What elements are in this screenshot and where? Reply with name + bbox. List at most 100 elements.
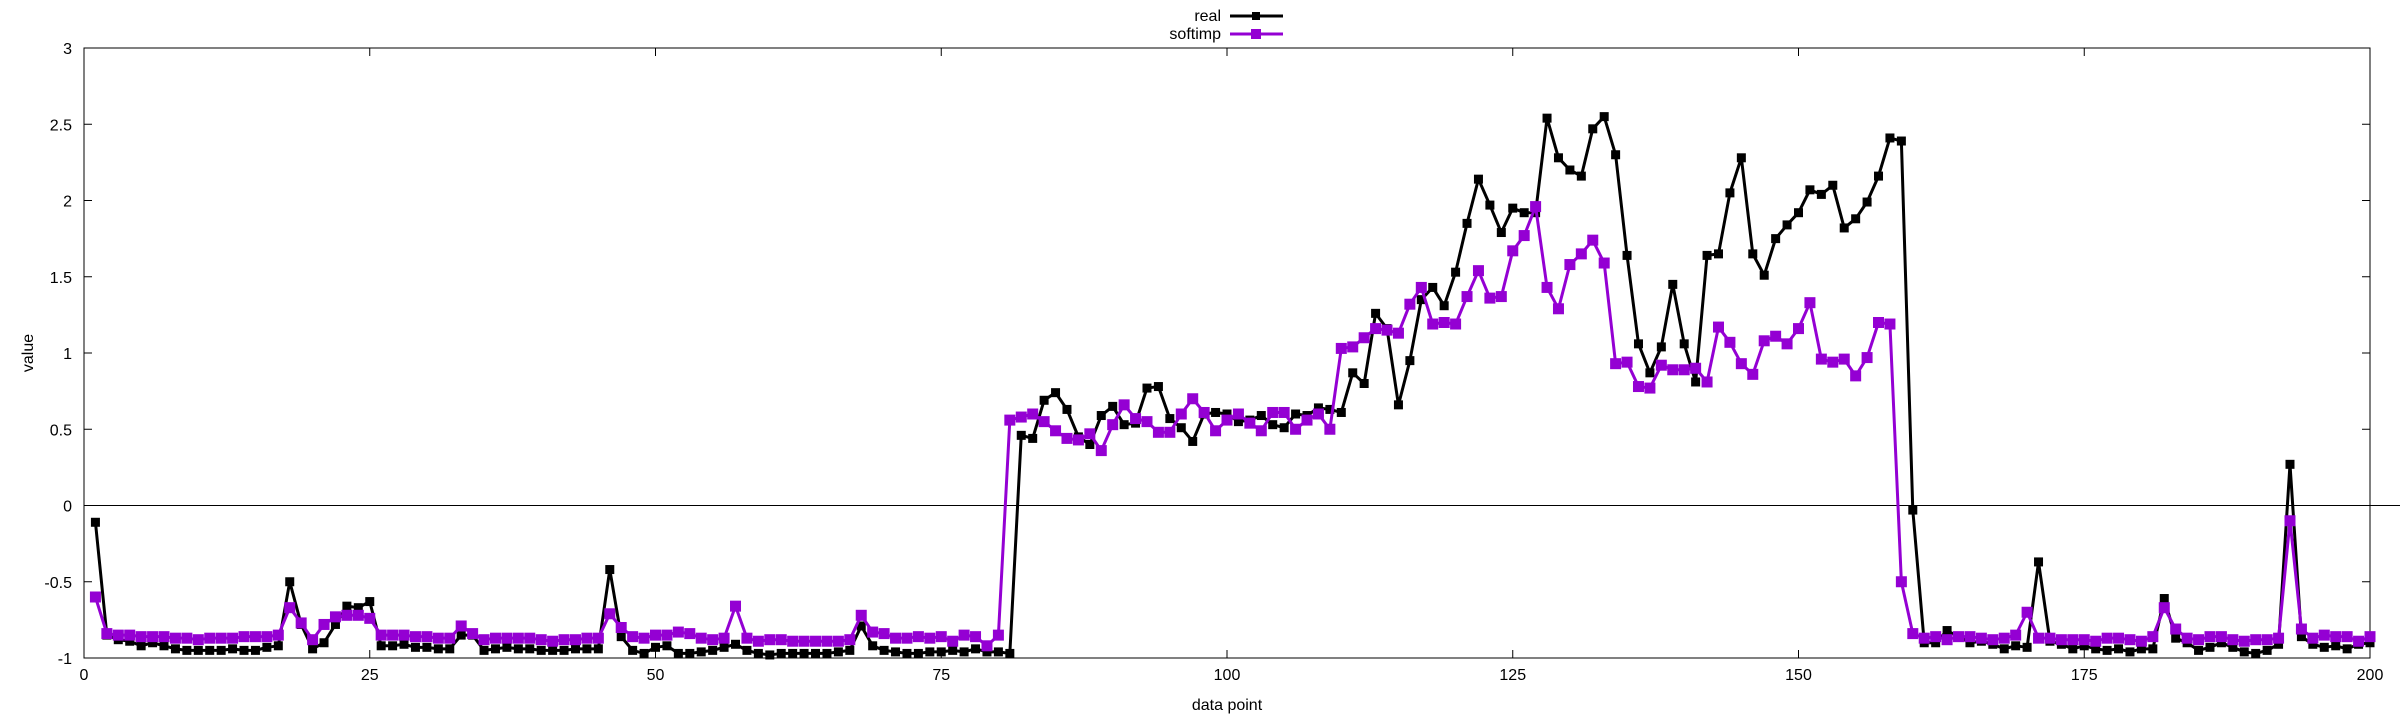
tick-labels: 0 25 50 75 100 125 150 175 200 -1 -0.5 0 0.5 1 1.5 2 2.5… [44, 41, 2383, 684]
data-point [365, 597, 375, 607]
data-point [215, 632, 227, 644]
data-point [569, 634, 581, 646]
data-point [1691, 377, 1701, 387]
data-point [1416, 295, 1426, 305]
data-point [1645, 368, 1655, 378]
data-point [672, 626, 684, 638]
data-point [2261, 634, 2273, 646]
data-point [250, 645, 260, 655]
data-point [1850, 370, 1862, 382]
data-point [1096, 411, 1106, 421]
data-point [1655, 359, 1667, 371]
data-point [364, 612, 376, 624]
data-point [2159, 594, 2169, 604]
data-point [1679, 339, 1689, 349]
data-point [2124, 634, 2136, 646]
data-point [2135, 635, 2147, 647]
data-point [1519, 208, 1529, 218]
data-point [1291, 409, 1301, 419]
data-point [2262, 645, 2272, 655]
data-point [148, 638, 158, 648]
data-point [285, 577, 295, 587]
data-point [479, 645, 489, 655]
data-point [1702, 250, 1712, 260]
data-point [2239, 647, 2249, 657]
data-point [741, 632, 753, 644]
data-point [112, 629, 124, 641]
data-point [593, 644, 603, 654]
data-point [925, 647, 935, 657]
data-point [1187, 393, 1199, 405]
data-point [1244, 417, 1256, 429]
data-point [1118, 399, 1130, 411]
data-point [1507, 245, 1519, 257]
data-point [329, 611, 341, 623]
data-point [581, 632, 593, 644]
data-point [1072, 434, 1084, 446]
data-point [1611, 150, 1621, 160]
data-point [2215, 631, 2227, 643]
data-point [1598, 257, 1610, 269]
data-point [799, 648, 809, 658]
data-point [1393, 400, 1403, 410]
data-point [1804, 297, 1816, 309]
data-point [1290, 423, 1302, 435]
x-tick-label: 75 [932, 667, 950, 684]
data-point [1255, 425, 1267, 437]
data-point [2102, 645, 2112, 655]
data-point [765, 650, 775, 660]
data-point [524, 632, 536, 644]
data-point [467, 628, 479, 640]
data-point [341, 609, 353, 621]
data-point [936, 647, 946, 657]
data-point [1278, 406, 1290, 418]
data-point [1438, 317, 1450, 328]
x-tick-label: 200 [2357, 667, 2384, 684]
data-point [2331, 641, 2341, 651]
data-point [1587, 234, 1599, 246]
data-point [1565, 165, 1575, 175]
data-point [455, 620, 467, 632]
data-point [1508, 203, 1518, 213]
x-tick-label: 25 [361, 667, 379, 684]
data-point [1895, 576, 1907, 588]
data-point [2171, 633, 2181, 643]
data-point [2318, 629, 2330, 641]
data-point [718, 632, 730, 644]
data-point [1668, 279, 1678, 289]
data-point [1530, 201, 1542, 213]
data-point [1462, 218, 1472, 228]
data-point [913, 648, 923, 658]
data-point [169, 632, 181, 644]
data-point [501, 632, 513, 644]
data-point [1359, 379, 1369, 388]
data-point [2079, 641, 2089, 651]
data-point [2181, 632, 2193, 644]
data-point [662, 641, 672, 651]
data-point [798, 635, 810, 647]
data-point [261, 631, 273, 643]
data-point [2227, 634, 2239, 646]
data-point [1176, 423, 1186, 433]
data-point [2250, 634, 2262, 646]
data-point [136, 641, 146, 651]
data-point [1998, 632, 2010, 644]
data-point [1633, 339, 1643, 349]
data-point [1085, 440, 1095, 449]
data-point [158, 631, 170, 643]
data-point [696, 647, 706, 657]
data-point [2204, 631, 2216, 643]
data-point [1050, 425, 1062, 437]
data-point [1781, 338, 1793, 350]
data-point [695, 632, 707, 644]
data-point [307, 634, 319, 646]
data-point [821, 635, 833, 647]
data-point [730, 600, 742, 612]
data-point [318, 618, 330, 630]
data-point [1335, 342, 1347, 354]
data-point [1325, 404, 1335, 414]
data-point [673, 648, 683, 658]
data-point [1965, 638, 1975, 648]
data-point [2010, 629, 2022, 641]
data-point [2021, 606, 2033, 618]
